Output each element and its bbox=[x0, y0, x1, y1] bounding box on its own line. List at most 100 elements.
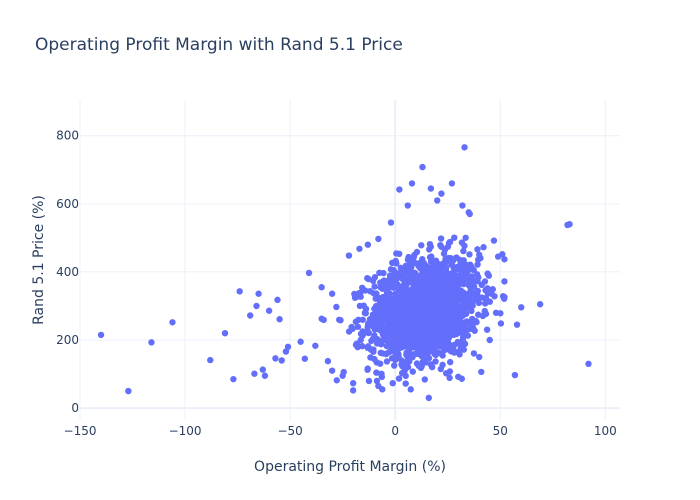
scatter-point bbox=[471, 327, 478, 334]
scatter-point bbox=[387, 266, 395, 273]
scatter-point bbox=[419, 163, 426, 171]
scatter-point bbox=[405, 253, 412, 261]
scatter-point bbox=[421, 343, 428, 350]
scatter-point bbox=[511, 371, 519, 379]
scatter-point bbox=[459, 319, 466, 327]
scatter-point bbox=[207, 356, 214, 364]
scatter-point bbox=[399, 342, 407, 349]
scatter-point bbox=[466, 251, 473, 258]
x-tick-label: −50 bbox=[277, 424, 302, 438]
scatter-point bbox=[274, 296, 281, 304]
scatter-point bbox=[436, 343, 443, 350]
scatter-point bbox=[413, 322, 420, 330]
scatter-point bbox=[461, 340, 469, 348]
scatter-point bbox=[272, 355, 279, 362]
scatter-point bbox=[405, 310, 413, 317]
scatter-point bbox=[492, 309, 500, 316]
scatter-point bbox=[437, 281, 444, 288]
scatter-point bbox=[402, 282, 410, 290]
scatter-point bbox=[395, 319, 402, 326]
scatter-point bbox=[373, 359, 380, 366]
scatter-point bbox=[360, 302, 367, 309]
scatter-point bbox=[491, 293, 498, 300]
scatter-point bbox=[448, 261, 456, 268]
scatter-point bbox=[396, 250, 403, 258]
scatter-point bbox=[221, 329, 229, 337]
scatter-point bbox=[408, 180, 416, 187]
scatter-point bbox=[375, 382, 382, 390]
scatter-point bbox=[394, 270, 401, 277]
scatter-point bbox=[430, 262, 437, 269]
scatter-point bbox=[585, 360, 592, 368]
scatter-point bbox=[354, 343, 361, 351]
scatter-point bbox=[395, 375, 403, 382]
scatter-point bbox=[387, 295, 394, 303]
scatter-point bbox=[339, 372, 346, 379]
scatter-point bbox=[391, 313, 398, 320]
scatter-point bbox=[345, 252, 353, 259]
scatter-point bbox=[365, 377, 373, 385]
scatter-point bbox=[497, 320, 505, 327]
scatter-point bbox=[364, 241, 372, 248]
x-tick-label: 100 bbox=[594, 424, 617, 438]
scatter-point bbox=[466, 299, 474, 306]
scatter-point bbox=[385, 318, 393, 325]
scatter-point bbox=[370, 312, 378, 320]
scatter-point bbox=[407, 295, 414, 303]
scatter-point bbox=[479, 312, 487, 320]
scatter-point bbox=[438, 190, 445, 197]
scatter-point bbox=[415, 281, 422, 289]
scatter-point bbox=[437, 365, 444, 373]
scatter-point bbox=[484, 270, 491, 277]
scatter-point bbox=[356, 245, 363, 252]
scatter-point bbox=[444, 324, 452, 331]
scatter-point bbox=[490, 237, 498, 244]
scatter-point bbox=[396, 186, 403, 193]
scatter-point bbox=[468, 273, 476, 280]
scatter-point bbox=[383, 358, 391, 365]
scatter-point bbox=[284, 343, 292, 351]
scatter-point bbox=[499, 293, 507, 300]
scatter-point bbox=[444, 243, 452, 250]
scatter-point bbox=[392, 257, 399, 265]
scatter-point bbox=[446, 238, 454, 246]
scatter-point bbox=[378, 301, 386, 309]
scatter-point bbox=[465, 209, 472, 216]
scatter-point bbox=[324, 357, 332, 365]
scatter-point bbox=[361, 309, 369, 317]
x-axis-ticks: −150 −100 −50 0 50 100 bbox=[64, 424, 617, 438]
scatter-point bbox=[349, 380, 357, 387]
scatter-point bbox=[357, 293, 364, 300]
scatter-point bbox=[446, 346, 454, 354]
scatter-point bbox=[411, 251, 418, 259]
scatter-point bbox=[404, 202, 411, 209]
scatter-point bbox=[421, 376, 428, 383]
scatter-point bbox=[474, 246, 481, 253]
scatter-point bbox=[429, 300, 436, 307]
scatter-point bbox=[436, 261, 443, 268]
scatter-point bbox=[377, 370, 385, 378]
scatter-point bbox=[404, 338, 411, 345]
scatter-point bbox=[428, 312, 436, 320]
scatter-point bbox=[489, 286, 496, 293]
scatter-point bbox=[415, 262, 422, 270]
scatter-point bbox=[439, 352, 446, 359]
scatter-point bbox=[379, 285, 386, 292]
scatter-point bbox=[427, 342, 435, 350]
scatter-point bbox=[412, 293, 419, 301]
scatter-point bbox=[478, 368, 485, 376]
scatter-point bbox=[459, 202, 466, 209]
scatter-point bbox=[383, 342, 390, 350]
scatter-point bbox=[450, 331, 458, 338]
scatter-point bbox=[372, 302, 380, 310]
scatter-point bbox=[265, 307, 273, 314]
scatter-point bbox=[461, 242, 468, 250]
scatter-point bbox=[427, 185, 435, 192]
scatter-point bbox=[419, 299, 426, 307]
scatter-point bbox=[383, 350, 390, 358]
y-tick-label: 800 bbox=[56, 129, 79, 143]
scatter-point bbox=[377, 349, 384, 357]
scatter-point bbox=[406, 348, 413, 355]
scatter-point bbox=[379, 329, 386, 337]
scatter-point bbox=[442, 305, 450, 312]
